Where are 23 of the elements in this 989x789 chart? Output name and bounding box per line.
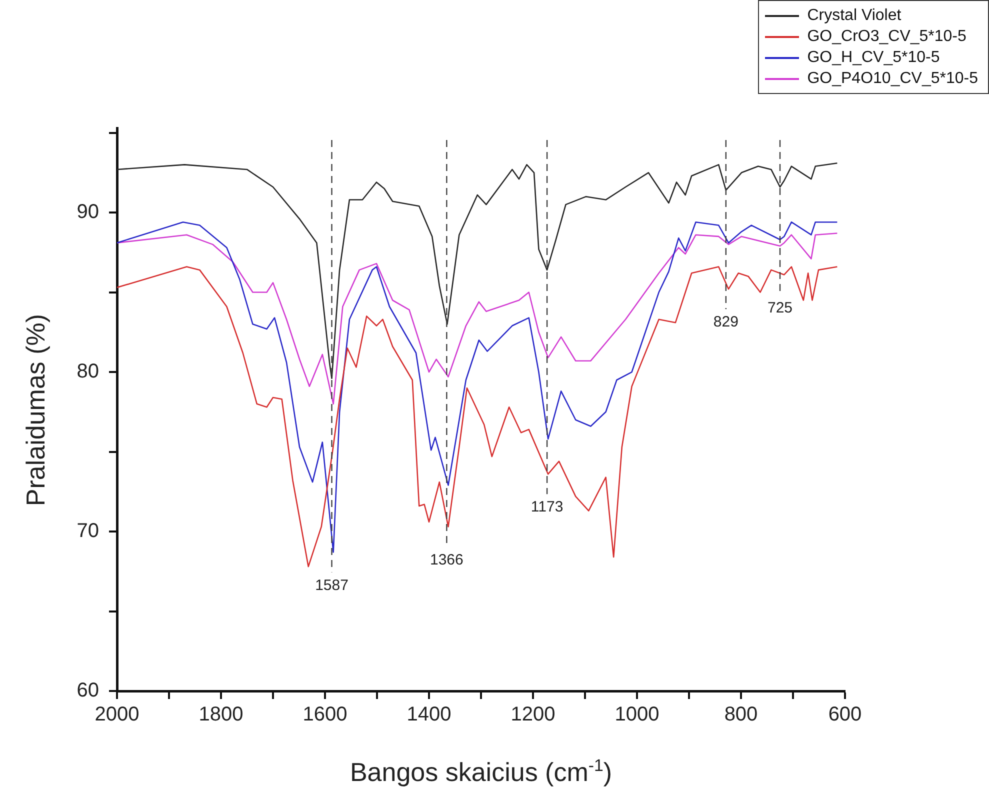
y-tick-label: 80 — [76, 360, 99, 383]
y-axis-title: Pralaidumas (%) — [20, 314, 52, 506]
ref-line-label: 1173 — [530, 498, 564, 516]
y-tick-label: 70 — [76, 520, 99, 542]
legend-label: GO_CrO3_CV_5*10-5 — [807, 28, 966, 46]
x-tick-label: 1200 — [510, 704, 556, 726]
x-axis-title: Bangos skaicius (cm$^{-1}$) — [350, 756, 612, 788]
y-tick-label: 90 — [76, 201, 99, 224]
y-tick-label: 60 — [76, 680, 99, 702]
x-tick-label: 600 — [828, 704, 862, 726]
x-tick-label: 2000 — [94, 704, 140, 726]
ref-line-label: 1366 — [430, 551, 464, 568]
ref-line-label: 725 — [767, 299, 793, 316]
legend-label: Crystal Violet — [807, 6, 902, 24]
x-tick-label: 1600 — [302, 704, 348, 726]
x-tick-label: 800 — [724, 704, 758, 726]
ref-line-label: 1587 — [315, 576, 348, 594]
x-tick-label: 1400 — [406, 704, 452, 726]
ref-line-label: 829 — [713, 314, 738, 331]
x-tick-label: 1000 — [614, 704, 660, 726]
legend-label: GO_H_CV_5*10-5 — [807, 48, 940, 66]
legend-label: GO_P4O10_CV_5*10-5 — [807, 70, 978, 88]
x-tick-label: 1800 — [198, 704, 244, 726]
